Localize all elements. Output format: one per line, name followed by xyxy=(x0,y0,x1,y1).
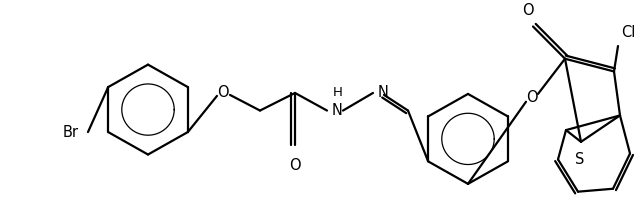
Text: Br: Br xyxy=(63,125,79,139)
Text: O: O xyxy=(217,86,229,101)
Text: Cl: Cl xyxy=(621,25,636,40)
Text: N: N xyxy=(332,103,342,118)
Text: N: N xyxy=(378,86,389,101)
Text: S: S xyxy=(575,152,585,167)
Text: O: O xyxy=(522,3,534,18)
Text: O: O xyxy=(526,90,538,105)
Text: O: O xyxy=(289,158,301,173)
Text: H: H xyxy=(333,86,343,99)
